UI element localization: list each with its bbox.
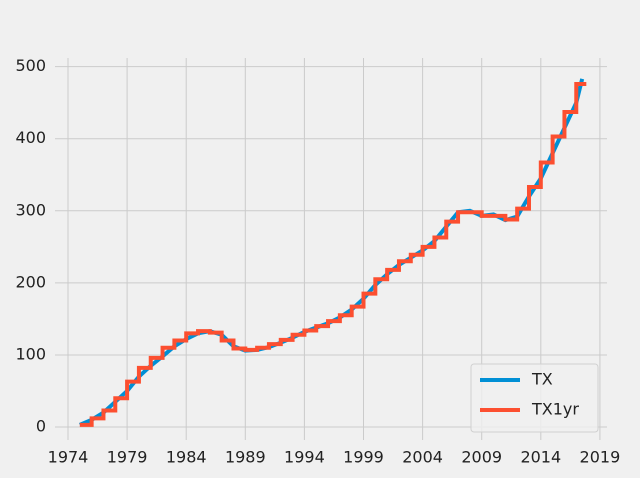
- x-tick-label: 1989: [225, 448, 266, 467]
- line: [79, 81, 587, 427]
- x-tick-label: 2009: [461, 448, 502, 467]
- x-tick-label: 1994: [284, 448, 325, 467]
- x-axis-label: Date: [307, 477, 355, 478]
- legend-label: TX1yr: [531, 400, 579, 419]
- y-tick-label: 100: [15, 344, 46, 363]
- legend: TX TX1yr: [470, 363, 599, 433]
- x-tick-label: 2004: [402, 448, 443, 467]
- y-tick-label: 0: [36, 417, 46, 436]
- y-tick-label: 300: [15, 200, 46, 219]
- x-tick-label: 1979: [107, 448, 148, 467]
- x-tick-label: 1984: [166, 448, 207, 467]
- x-tick-label: 2014: [520, 448, 561, 467]
- y-tick-label: 200: [15, 272, 46, 291]
- x-tick-label: 1999: [343, 448, 384, 467]
- legend-label: TX: [531, 370, 553, 389]
- x-tick-label: 2019: [580, 448, 621, 467]
- x-tick-label: 1974: [48, 448, 89, 467]
- y-tick-label: 400: [15, 128, 46, 147]
- y-tick-label: 500: [15, 56, 46, 75]
